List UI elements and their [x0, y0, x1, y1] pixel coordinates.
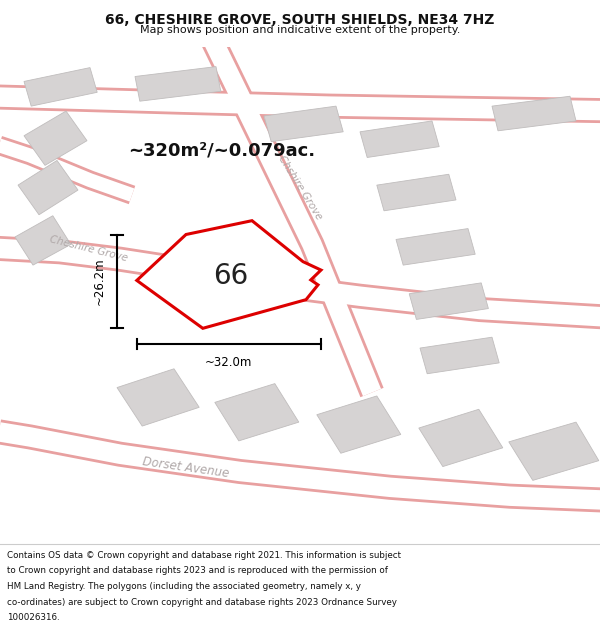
Text: Contains OS data © Crown copyright and database right 2021. This information is : Contains OS data © Crown copyright and d…: [7, 551, 401, 560]
Text: ~320m²/~0.079ac.: ~320m²/~0.079ac.: [128, 141, 316, 159]
Polygon shape: [24, 111, 87, 166]
Polygon shape: [396, 229, 475, 265]
Polygon shape: [360, 121, 439, 158]
Text: Cheshire Grove: Cheshire Grove: [49, 234, 129, 263]
Text: ~32.0m: ~32.0m: [205, 356, 253, 369]
Polygon shape: [509, 422, 599, 481]
Polygon shape: [419, 409, 503, 466]
Text: 66: 66: [214, 262, 248, 291]
Polygon shape: [15, 216, 71, 265]
Text: 100026316.: 100026316.: [7, 613, 60, 622]
Polygon shape: [264, 106, 343, 142]
Polygon shape: [409, 283, 488, 319]
Polygon shape: [317, 396, 401, 453]
Polygon shape: [117, 369, 199, 426]
Polygon shape: [135, 67, 221, 101]
Text: 66, CHESHIRE GROVE, SOUTH SHIELDS, NE34 7HZ: 66, CHESHIRE GROVE, SOUTH SHIELDS, NE34 …: [106, 13, 494, 27]
Text: Chshire Grove: Chshire Grove: [276, 154, 324, 221]
Polygon shape: [377, 174, 456, 211]
Polygon shape: [420, 338, 499, 374]
Polygon shape: [18, 161, 78, 215]
Polygon shape: [215, 384, 299, 441]
Text: co-ordinates) are subject to Crown copyright and database rights 2023 Ordnance S: co-ordinates) are subject to Crown copyr…: [7, 598, 397, 607]
Text: HM Land Registry. The polygons (including the associated geometry, namely x, y: HM Land Registry. The polygons (includin…: [7, 582, 361, 591]
Polygon shape: [492, 96, 576, 131]
Text: ~26.2m: ~26.2m: [93, 258, 106, 305]
Text: Dorset Avenue: Dorset Avenue: [142, 455, 230, 480]
Polygon shape: [24, 68, 97, 106]
Polygon shape: [137, 221, 321, 328]
Text: to Crown copyright and database rights 2023 and is reproduced with the permissio: to Crown copyright and database rights 2…: [7, 566, 388, 576]
Text: Map shows position and indicative extent of the property.: Map shows position and indicative extent…: [140, 25, 460, 35]
